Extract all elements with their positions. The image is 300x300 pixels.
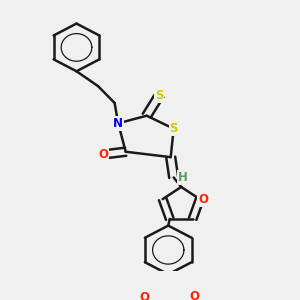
Text: O: O	[198, 193, 208, 206]
Text: S: S	[155, 89, 164, 102]
Text: O: O	[98, 148, 108, 161]
Text: H: H	[178, 171, 188, 184]
Text: O: O	[139, 291, 149, 300]
Text: N: N	[113, 117, 123, 130]
Text: S: S	[169, 122, 178, 135]
Text: O: O	[190, 290, 200, 300]
